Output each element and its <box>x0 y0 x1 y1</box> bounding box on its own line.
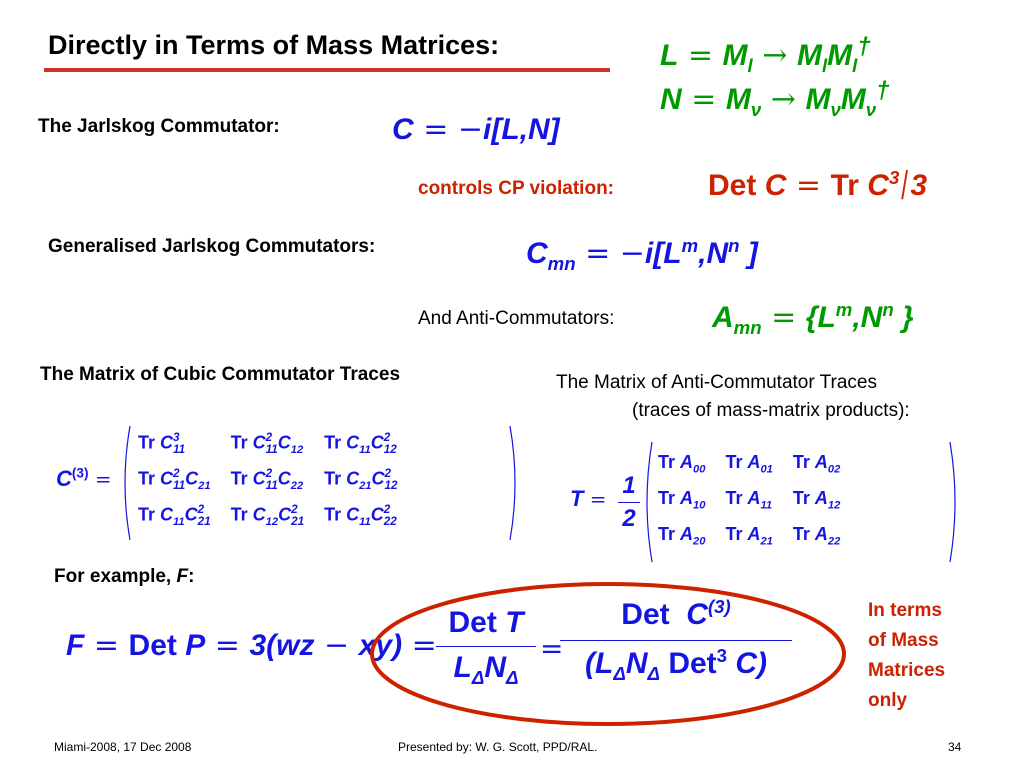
jarlskog-equation: C = −i[L,N] <box>392 112 560 147</box>
example-label: For example, F: <box>54 566 195 587</box>
note-line-2: of Mass <box>868 630 939 651</box>
footer-page-number: 34 <box>948 740 962 754</box>
c3-right-paren <box>509 425 516 541</box>
t-matrix-entry: Tr A02 <box>792 451 841 476</box>
t-matrix-entry: Tr A22 <box>792 523 841 548</box>
t-matrix-entry: Tr A12 <box>792 487 841 512</box>
note-line-1: In terms <box>868 600 942 621</box>
page-title: Directly in Terms of Mass Matrices: <box>48 30 500 60</box>
generalised-equation: Cmn = −i[Lm,Nn ] <box>526 235 758 274</box>
c3-matrix-row: Tr C11C 2 21 Tr C12C 2 21 Tr C11C 2 22 <box>128 498 408 534</box>
c3-matrix-entry: Tr C21C 2 12 <box>324 467 398 493</box>
t-matrix-entry: Tr A01 <box>725 451 773 476</box>
c3-left-paren <box>124 425 131 541</box>
f-fraction-1: Det T LΔNΔ <box>436 606 536 687</box>
t-matrix-entry: Tr A11 <box>725 487 773 512</box>
t-matrix-entry: Tr A20 <box>658 523 706 548</box>
c3-matrix-entry: Tr C 2 11 C12 <box>230 431 304 457</box>
cp-violation-label: controls CP violation: <box>418 178 615 199</box>
t-matrix-entry: Tr A00 <box>658 451 706 476</box>
jarlskog-label: The Jarlskog Commutator: <box>38 116 280 137</box>
anti-commutators-label: And Anti-Commutators: <box>418 308 615 329</box>
highlight-ellipse <box>370 582 846 726</box>
c3-matrix-entry: Tr C12C 2 21 <box>230 503 305 529</box>
f-fraction-2: Det C(3) (LΔNΔ Det3 C) <box>560 597 792 683</box>
t-matrix-fraction: 1 2 <box>618 472 640 533</box>
cp-violation-equation: Det C = Tr C3/3 <box>708 164 928 208</box>
note-line-3: Matrices <box>868 660 946 681</box>
generalised-label: Generalised Jarlskog Commutators: <box>48 236 376 257</box>
footer-center: Presented by: W. G. Scott, PPD/RAL. <box>398 740 598 754</box>
c3-matrix-entry: Tr C 3 11 <box>138 431 186 456</box>
t-matrix-row: Tr A20 Tr A21 Tr A22 <box>648 516 850 552</box>
c3-matrix-entry: Tr C11C 2 12 <box>324 431 397 457</box>
note-line-4: only <box>868 690 908 711</box>
t-left-paren <box>646 441 653 563</box>
c3-matrix-row: Tr C 2 11 C21 Tr C 2 11 C22 Tr C21C 2 12 <box>128 462 408 498</box>
c3-matrix-lhs: C(3) = <box>56 465 112 491</box>
anti-commutator-equation: Amn = {Lm,Nn } <box>712 299 914 338</box>
f-equation-lhs: F = Det P = 3(wz − xy) = <box>66 628 437 663</box>
c3-matrix: Tr C 3 11 Tr C 2 11 C12 Tr C11C 2 12 Tr C 2 11 C21 Tr … <box>128 426 408 534</box>
note-text: In terms of Mass Matrices only <box>868 596 945 716</box>
footer-left: Miami-2008, 17 Dec 2008 <box>54 740 192 754</box>
t-matrix-lhs: T = <box>570 486 607 511</box>
t-matrix-entry: Tr A21 <box>725 523 773 548</box>
c3-matrix-entry: Tr C11C 2 22 <box>324 503 397 529</box>
n-definition: N = Mν → MνMν† <box>660 77 890 120</box>
t-matrix-row: Tr A10 Tr A11 Tr A12 <box>648 480 850 516</box>
c3-matrix-entry: Tr C 2 11 C22 <box>230 467 304 493</box>
f-equals-mid: = <box>540 632 564 665</box>
title-underline <box>44 68 610 72</box>
t-right-paren <box>949 441 956 563</box>
anti-commutator-traces-label: The Matrix of Anti-Commutator Traces <box>556 372 877 393</box>
cubic-commutator-label: The Matrix of Cubic Commutator Traces <box>40 364 401 385</box>
anti-commutator-traces-sublabel: (traces of mass-matrix products): <box>632 400 910 421</box>
t-matrix-entry: Tr A10 <box>658 487 706 512</box>
c3-matrix-entry: Tr C 2 11 C21 <box>138 467 211 493</box>
c3-matrix-entry: Tr C11C 2 21 <box>138 503 211 529</box>
t-matrix-row: Tr A00 Tr A01 Tr A02 <box>648 444 850 480</box>
l-definition: L = Ml → MlMl† <box>660 33 871 76</box>
c3-matrix-row: Tr C 3 11 Tr C 2 11 C12 Tr C11C 2 12 <box>128 426 408 462</box>
t-matrix: Tr A00 Tr A01 Tr A02 Tr A10 Tr A11 Tr A12 Tr A… <box>648 444 850 552</box>
